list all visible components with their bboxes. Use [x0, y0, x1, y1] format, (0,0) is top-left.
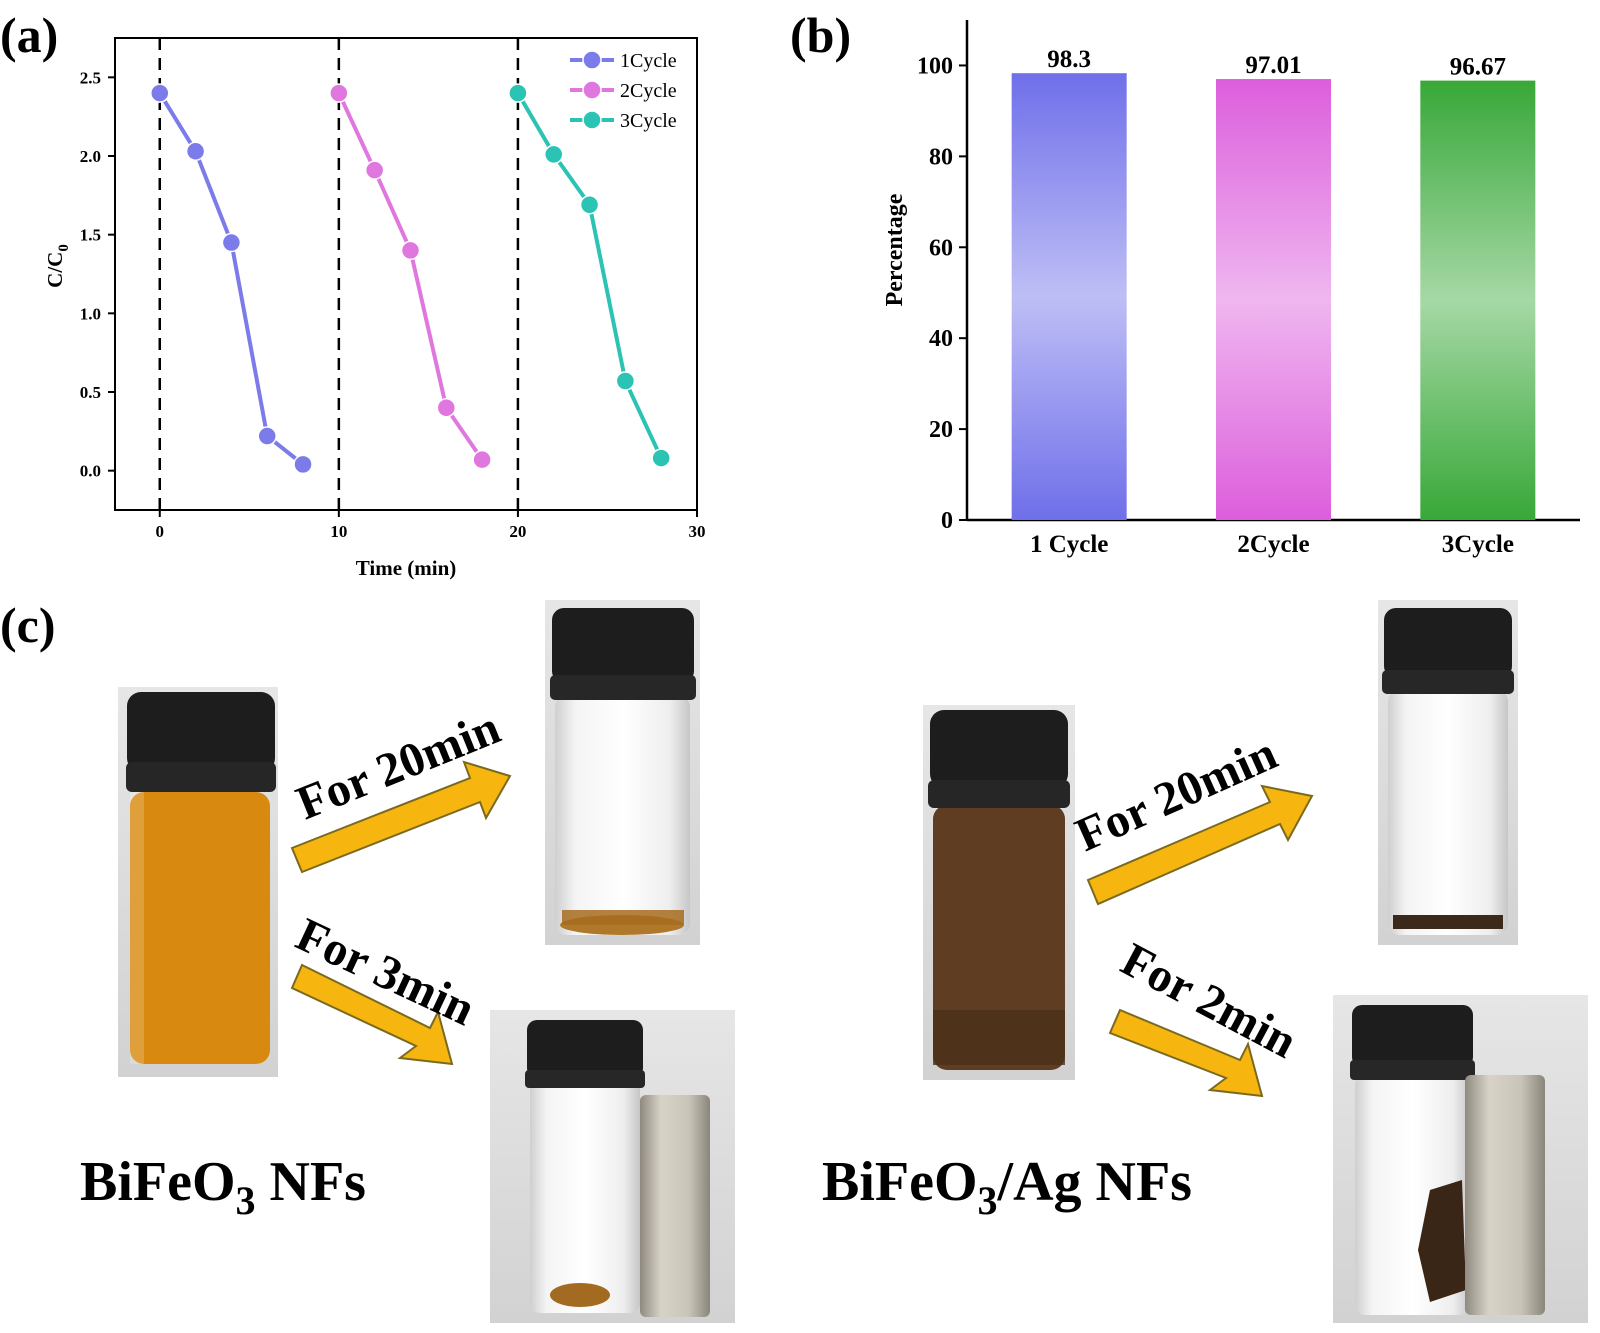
y-tick-label-1: 0.5	[80, 383, 101, 402]
y-tick-label-5: 100	[917, 53, 953, 79]
point-1Cycle-3	[257, 426, 277, 446]
y-axis-label: Percentage	[882, 193, 908, 306]
y-axis-label-subscript: 0	[56, 244, 72, 252]
bifeo3-20min-photo	[545, 600, 700, 945]
point-2Cycle-1	[364, 160, 385, 180]
point-2Cycle-2	[400, 240, 421, 261]
x-category-label-0: 1 Cycle	[1030, 531, 1108, 558]
y-axis-label: C/C0	[43, 244, 72, 288]
legend-marker-2Cycle	[582, 80, 602, 100]
bifeo3-ag-magnet-photo	[1333, 995, 1588, 1323]
point-3Cycle-2	[579, 195, 600, 215]
bar-2	[1420, 80, 1536, 520]
x-tick-label-1: 10	[330, 522, 347, 541]
x-tick-label-0: 0	[156, 522, 165, 541]
legend-marker-3Cycle	[582, 110, 602, 130]
bifeo3-ag-suspension-photo	[923, 705, 1075, 1080]
legend-label-3Cycle: 3Cycle	[620, 110, 677, 132]
point-2Cycle-4	[472, 449, 492, 470]
y-tick-label-3: 60	[929, 235, 953, 261]
y-tick-label-4: 80	[929, 144, 953, 170]
panel-b-label: (b)	[790, 7, 851, 63]
series-line-3Cycle	[516, 92, 663, 459]
point-1Cycle-1	[185, 141, 206, 162]
plot-frame	[114, 37, 698, 511]
bifeo3-ag-20min-photo	[1378, 600, 1518, 945]
point-1Cycle-4	[293, 454, 313, 475]
y-tick-label-0: 0	[941, 508, 953, 534]
legend-label-2Cycle: 2Cycle	[620, 80, 677, 102]
bar-value-label-0: 98.3	[1047, 46, 1091, 73]
bifeo3-label: BiFeO3 NFs	[80, 1151, 366, 1223]
x-axis-label: Time (min)	[356, 556, 457, 580]
point-2Cycle-0	[329, 83, 349, 103]
point-1Cycle-2	[221, 232, 242, 253]
bar-value-label-1: 97.01	[1245, 52, 1301, 79]
legend-label-1Cycle: 1Cycle	[620, 50, 677, 72]
x-category-label-1: 2Cycle	[1237, 531, 1309, 558]
y-tick-label-2: 40	[929, 326, 953, 352]
arrow-3min-left: For 3min	[288, 908, 483, 1066]
panel-a-label: (a)	[0, 7, 58, 63]
legend-marker-1Cycle	[582, 50, 602, 70]
bar-0	[1011, 73, 1127, 520]
point-3Cycle-0	[508, 83, 528, 103]
x-tick-label-2: 20	[509, 522, 526, 541]
magnetic-separation-photos: (c) For 20min For 3min BiFeO3 NFs	[0, 597, 1588, 1323]
panel-c-label: (c)	[0, 597, 56, 653]
bar-1	[1216, 79, 1331, 520]
point-1Cycle-0	[150, 83, 170, 103]
arrow-2min-right: For 2min	[1108, 933, 1305, 1098]
series-line-2Cycle	[337, 92, 484, 461]
y-tick-label-1: 20	[929, 417, 953, 443]
bifeo3-magnet-photo	[490, 1010, 735, 1323]
point-2Cycle-3	[436, 397, 457, 418]
x-tick-label-3: 30	[689, 522, 706, 541]
point-3Cycle-3	[615, 371, 636, 391]
arrow-20min-right: For 20min	[1068, 727, 1314, 906]
point-3Cycle-4	[651, 448, 671, 468]
y-tick-label-0: 0.0	[80, 462, 101, 481]
y-tick-label-5: 2.5	[80, 68, 101, 87]
bar-value-label-2: 96.67	[1450, 54, 1506, 81]
cycle-line-chart: (a) 0 10 20 30 0.0 0.5 1.0 1.5 2.0 2.5 Time (min) C…	[0, 7, 706, 580]
point-3Cycle-1	[543, 144, 564, 165]
y-tick-label-2: 1.0	[80, 304, 101, 323]
bifeo3-ag-label: BiFeO3/Ag NFs	[822, 1151, 1192, 1223]
series-line-1Cycle	[158, 92, 305, 466]
arrow-20min-left: For 20min	[289, 701, 512, 874]
y-tick-label-4: 2.0	[80, 147, 101, 166]
y-tick-label-3: 1.5	[80, 226, 101, 245]
bifeo3-suspension-photo	[118, 687, 278, 1077]
percentage-bar-chart: (b) 0 20 40 60 80 100 Percentage 98.3 1 Cycle 97.…	[790, 7, 1580, 558]
x-category-label-2: 3Cycle	[1442, 531, 1514, 558]
